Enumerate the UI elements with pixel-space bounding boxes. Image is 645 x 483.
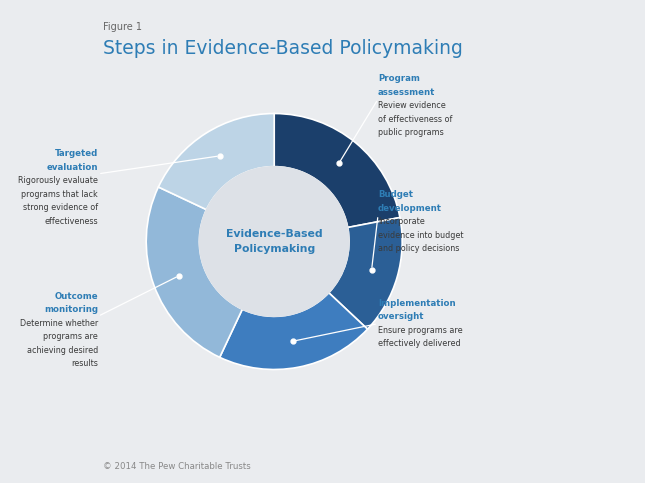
Text: and policy decisions: and policy decisions [378, 244, 459, 253]
Text: Steps in Evidence-Based Policymaking: Steps in Evidence-Based Policymaking [103, 39, 462, 57]
Text: achieving desired: achieving desired [26, 346, 98, 355]
Text: Review evidence: Review evidence [378, 101, 446, 110]
Text: development: development [378, 204, 442, 213]
Text: evaluation: evaluation [46, 163, 98, 171]
Wedge shape [274, 114, 400, 227]
Circle shape [199, 167, 349, 316]
Text: monitoring: monitoring [44, 305, 98, 314]
Text: Budget: Budget [378, 190, 413, 199]
Text: Rigorously evaluate: Rigorously evaluate [18, 176, 98, 185]
Text: Figure 1: Figure 1 [103, 22, 142, 32]
Wedge shape [159, 114, 274, 210]
Text: Implementation: Implementation [378, 299, 455, 308]
Text: Targeted: Targeted [55, 149, 98, 158]
Text: of effectiveness of: of effectiveness of [378, 115, 452, 124]
Text: Outcome: Outcome [54, 292, 98, 300]
Text: effectively delivered: effectively delivered [378, 340, 461, 348]
Wedge shape [329, 217, 402, 329]
Text: Determine whether: Determine whether [19, 319, 98, 327]
Text: Evidence-Based
Policymaking: Evidence-Based Policymaking [226, 229, 322, 254]
Text: strong evidence of: strong evidence of [23, 203, 98, 212]
Wedge shape [220, 293, 368, 369]
Text: results: results [71, 359, 98, 368]
Text: effectiveness: effectiveness [45, 217, 98, 226]
Text: © 2014 The Pew Charitable Trusts: © 2014 The Pew Charitable Trusts [103, 462, 250, 471]
Text: assessment: assessment [378, 88, 435, 97]
Text: evidence into budget: evidence into budget [378, 231, 464, 240]
Text: programs are: programs are [43, 332, 98, 341]
Text: Ensure programs are: Ensure programs are [378, 326, 462, 335]
Text: Incorporate: Incorporate [378, 217, 425, 226]
Wedge shape [146, 187, 243, 357]
Text: Program: Program [378, 74, 420, 83]
Text: public programs: public programs [378, 128, 444, 137]
Text: programs that lack: programs that lack [21, 190, 98, 199]
Text: oversight: oversight [378, 313, 424, 321]
